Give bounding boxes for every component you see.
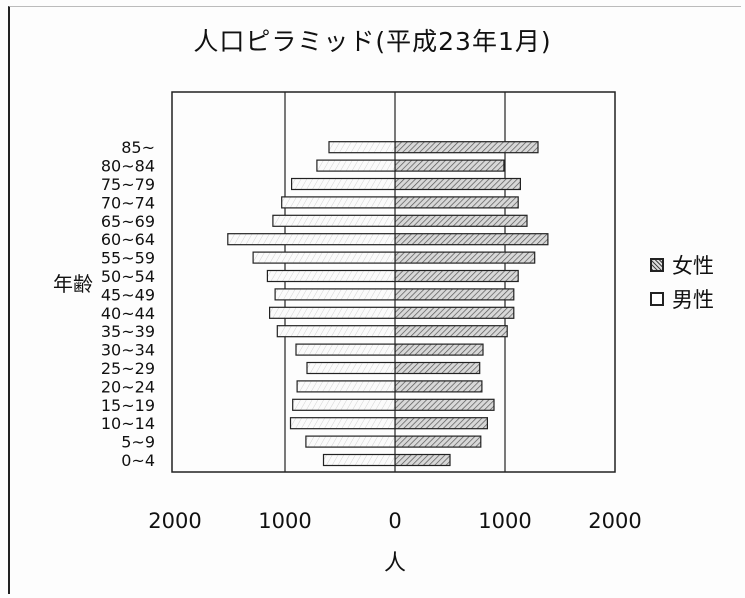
bar-male [322,453,396,467]
bar-female [394,196,519,209]
plot-area [171,91,616,473]
legend-swatch-female [650,258,664,272]
bar-female [394,288,515,301]
bar-female [394,177,522,191]
legend: 女性 男性 [650,248,714,316]
bar-male [281,196,396,209]
x-tick-label: 2000 [588,509,641,533]
y-tick-label: 0~4 [121,451,155,470]
x-tick-label: 0 [388,509,401,533]
bar-female [394,417,489,430]
chart-frame [8,6,741,594]
bar-male [305,435,396,448]
bar-male [269,306,396,319]
y-tick-label: 70~74 [101,193,155,212]
legend-item-female: 女性 [650,248,714,282]
bar-male [328,141,396,154]
legend-swatch-male [650,292,664,306]
bar-female [394,269,519,283]
bar-male [276,325,396,338]
bar-male [295,343,396,356]
y-tick-label: 35~39 [101,322,155,341]
bar-female [394,398,495,411]
bar-female [394,159,505,172]
y-tick-label: 75~79 [101,175,155,194]
y-tick-label: 15~19 [101,396,155,415]
legend-label-male: 男性 [672,288,714,312]
y-tick-label: 80~84 [101,157,155,176]
bar-male [274,288,396,301]
bar-female [394,343,484,356]
bar-male [291,177,396,191]
legend-item-male: 男性 [650,282,714,316]
bar-female [394,251,536,264]
y-tick-label: 45~49 [101,285,155,304]
bar-male [266,269,396,283]
bar-male [272,214,396,227]
bar-male [316,159,396,172]
bar-female [394,141,539,154]
bar-female [394,233,549,246]
bar-male [227,233,396,246]
bar-female [394,214,528,227]
bar-female [394,306,515,319]
x-tick-label: 1000 [478,509,531,533]
bar-female [394,453,451,467]
y-tick-label: 30~34 [101,341,155,360]
bar-female [394,325,508,338]
y-tick-label: 65~69 [101,212,155,231]
bar-female [394,380,483,393]
y-tick-label: 25~29 [101,359,155,378]
y-tick-label: 40~44 [101,304,155,323]
y-tick-label: 55~59 [101,249,155,268]
bar-male [306,361,396,375]
bar-male [252,251,396,264]
chart-title: 人口ピラミッド(平成23年1月) [193,27,552,56]
y-tick-label: 85~ [121,138,155,157]
y-tick-label: 60~64 [101,230,155,249]
bar-female [394,435,482,448]
bar-male [296,380,396,393]
bar-female [394,361,481,375]
x-tick-label: 2000 [148,509,201,533]
y-tick-label: 5~9 [121,433,155,452]
y-tick-label: 50~54 [101,267,155,286]
y-tick-label: 20~24 [101,377,155,396]
x-tick-label: 1000 [258,509,311,533]
y-tick-label: 10~14 [101,414,155,433]
bar-male [289,417,396,430]
y-axis-title: 年齢 [53,272,93,296]
bar-male [292,398,396,411]
x-axis-title: 人 [384,551,406,576]
legend-label-female: 女性 [672,254,714,278]
